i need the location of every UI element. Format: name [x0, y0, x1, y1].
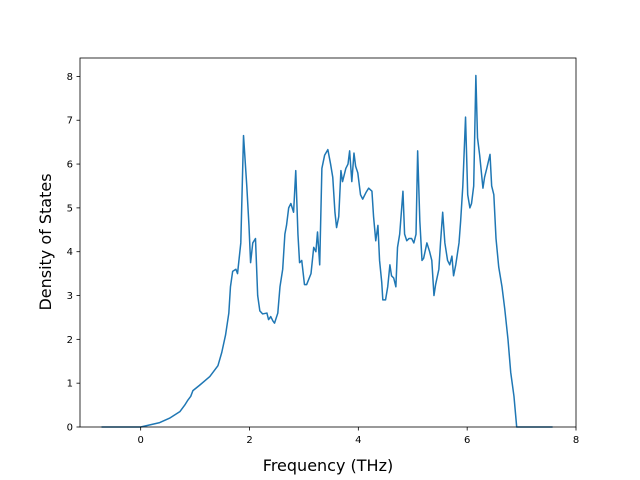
y-axis-label: Density of States	[36, 173, 55, 310]
x-tick-label: 8	[573, 435, 579, 446]
y-tick-label: 8	[67, 72, 73, 83]
x-tick-label: 2	[246, 435, 252, 446]
y-tick-label: 6	[67, 160, 73, 171]
x-tick-label: 0	[137, 435, 143, 446]
plot-frame	[79, 57, 577, 428]
y-tick-label: 0	[67, 423, 73, 434]
y-tick-label: 2	[67, 335, 73, 346]
y-tick-label: 7	[67, 116, 73, 127]
x-tick-label: 4	[355, 435, 361, 446]
line-series	[101, 74, 553, 428]
y-tick-label: 1	[67, 379, 73, 390]
y-tick-label: 5	[67, 203, 73, 214]
x-axis-label: Frequency (THz)	[263, 456, 393, 475]
y-tick-label: 4	[67, 247, 73, 258]
x-tick-label: 6	[464, 435, 470, 446]
y-tick-label: 3	[67, 291, 73, 302]
